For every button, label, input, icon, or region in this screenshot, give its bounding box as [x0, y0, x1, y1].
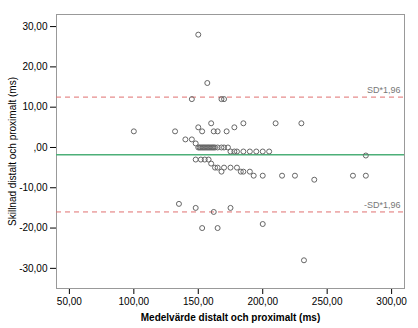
svg-text:300,00: 300,00: [376, 296, 407, 307]
svg-text:-10,00: -10,00: [19, 182, 48, 193]
svg-text:250,00: 250,00: [312, 296, 343, 307]
svg-text:-30,00: -30,00: [19, 263, 48, 274]
svg-text:Medelvärde distalt och proxima: Medelvärde distalt och proximalt (ms): [141, 312, 321, 323]
svg-text:SD*1,96: SD*1,96: [367, 85, 401, 95]
svg-text:-20,00: -20,00: [19, 222, 48, 233]
svg-text:150,00: 150,00: [183, 296, 214, 307]
svg-text:Skillnad distalt och proximalt: Skillnad distalt och proximalt (ms): [7, 77, 18, 226]
svg-text:-SD*1,96: -SD*1,96: [364, 200, 401, 210]
svg-text:50,00: 50,00: [57, 296, 82, 307]
svg-text:10,00: 10,00: [22, 101, 47, 112]
svg-text:200,00: 200,00: [247, 296, 278, 307]
svg-text:20,00: 20,00: [22, 61, 47, 72]
svg-text:,00: ,00: [34, 142, 48, 153]
svg-text:30,00: 30,00: [22, 21, 47, 32]
svg-text:100,00: 100,00: [119, 296, 150, 307]
